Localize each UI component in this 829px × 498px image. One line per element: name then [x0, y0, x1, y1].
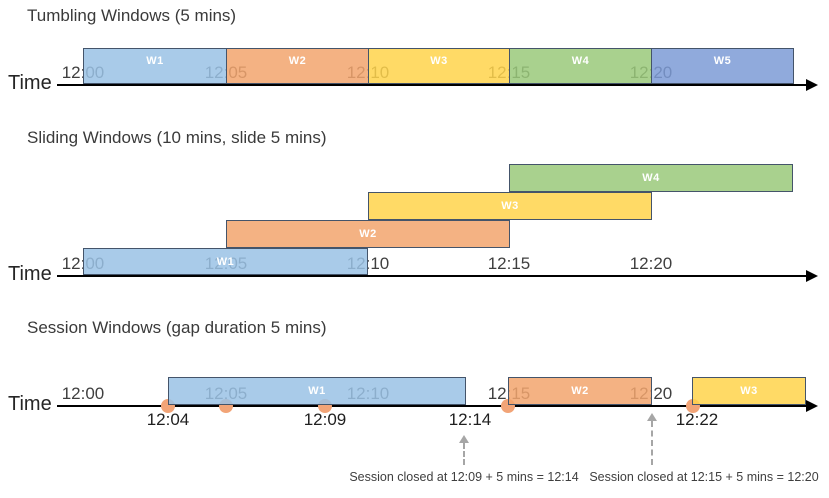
time-tick-label: 12:20: [629, 254, 673, 273]
window-label: W5: [713, 55, 732, 67]
window-label: W1: [216, 255, 235, 268]
window-label: W2: [571, 385, 589, 397]
time-axis-arrow-icon: [806, 79, 818, 91]
event-time-label: 12:09: [303, 410, 347, 429]
window-label: W3: [740, 385, 758, 397]
session-close-annotation: Session closed at 12:15 + 5 mins = 12:20: [589, 470, 819, 484]
time-axis-line: [57, 84, 808, 86]
session-close-arrow: [651, 421, 653, 465]
time-axis-arrow-icon: [806, 270, 818, 282]
window-label: W3: [430, 55, 448, 67]
time-axis-arrow-icon: [806, 400, 818, 412]
time-axis-line: [57, 275, 808, 277]
time-axis-label: Time: [8, 263, 52, 285]
window-bar-w1: W1: [168, 377, 466, 405]
time-axis-label: Time: [8, 72, 52, 94]
window-bar-w5: W5: [651, 48, 794, 84]
window-bar-w1: W1: [83, 248, 368, 275]
window-bar-w2: W2: [226, 220, 510, 248]
window-label: W4: [571, 55, 590, 67]
window-bar-w3: W3: [692, 377, 806, 405]
arrow-up-icon: [459, 435, 469, 443]
diagram-title: Session Windows (gap duration 5 mins): [27, 318, 327, 337]
window-label: W2: [359, 228, 377, 240]
time-axis-label: Time: [8, 393, 52, 415]
event-time-label: 12:14: [448, 410, 492, 429]
window-bar-w3: W3: [368, 192, 652, 220]
time-tick-label: 12:15: [487, 254, 531, 273]
session-close-annotation: Session closed at 12:09 + 5 mins = 12:14: [349, 470, 579, 484]
time-axis-line: [57, 405, 808, 407]
time-tick-label: 12:00: [61, 384, 105, 403]
window-bar-w4: W4: [509, 164, 793, 192]
arrow-up-icon: [647, 413, 657, 421]
window-bar-w1: W1: [83, 48, 227, 84]
window-label: W4: [642, 172, 660, 184]
event-time-label: 12:22: [675, 410, 719, 429]
window-label: W2: [288, 55, 307, 67]
session-close-arrow: [463, 443, 465, 465]
diagram-title: Sliding Windows (10 mins, slide 5 mins): [27, 128, 327, 147]
window-label: W1: [308, 385, 326, 397]
event-time-label: 12:04: [146, 410, 190, 429]
window-bar-w2: W2: [508, 377, 652, 405]
window-label: W1: [146, 55, 164, 67]
window-label: W3: [501, 200, 519, 212]
window-bar-w4: W4: [509, 48, 652, 84]
window-bar-w3: W3: [368, 48, 510, 84]
window-bar-w2: W2: [226, 48, 369, 84]
diagram-title: Tumbling Windows (5 mins): [27, 6, 237, 25]
